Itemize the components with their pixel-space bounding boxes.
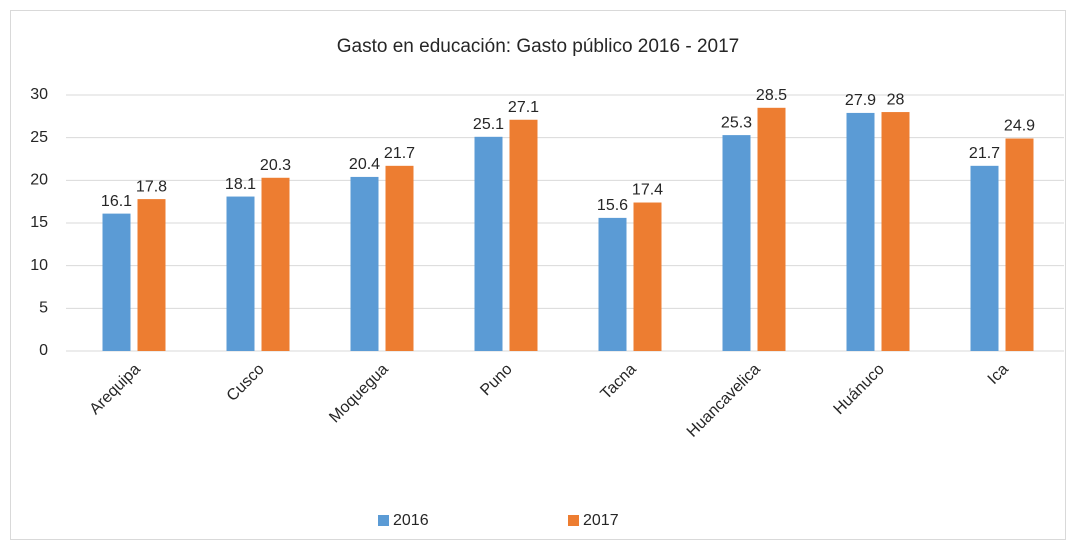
bar bbox=[1005, 138, 1034, 351]
bar bbox=[350, 176, 379, 351]
bar bbox=[102, 213, 131, 351]
bar bbox=[881, 112, 910, 351]
data-label: 27.9 bbox=[845, 92, 876, 109]
data-label: 27.1 bbox=[508, 99, 539, 116]
legend-swatch bbox=[568, 515, 579, 526]
bar bbox=[385, 165, 414, 351]
data-label: 16.1 bbox=[101, 193, 132, 210]
bar bbox=[137, 199, 166, 351]
legend-swatch bbox=[378, 515, 389, 526]
data-label: 25.3 bbox=[721, 114, 752, 131]
bar bbox=[633, 202, 662, 351]
y-tick-label: 10 bbox=[30, 257, 48, 274]
data-label: 15.6 bbox=[597, 197, 628, 214]
chart-title: Gasto en educación: Gasto público 2016 -… bbox=[337, 36, 739, 57]
bar bbox=[598, 217, 627, 351]
data-label: 17.4 bbox=[632, 182, 663, 199]
y-tick-label: 0 bbox=[39, 342, 48, 359]
data-label: 21.7 bbox=[969, 145, 1000, 162]
bar bbox=[970, 165, 999, 351]
bar bbox=[509, 119, 538, 351]
y-tick-label: 25 bbox=[30, 129, 48, 146]
bar bbox=[474, 136, 503, 351]
y-tick-label: 30 bbox=[30, 86, 48, 103]
bar bbox=[226, 196, 255, 351]
y-tick-label: 15 bbox=[30, 214, 48, 231]
bar bbox=[261, 177, 290, 351]
data-label: 28 bbox=[887, 91, 905, 108]
y-tick-label: 20 bbox=[30, 172, 48, 189]
data-label: 24.9 bbox=[1004, 118, 1035, 135]
legend-label: 2016 bbox=[393, 512, 429, 529]
bar bbox=[722, 135, 751, 351]
bar bbox=[846, 112, 875, 351]
data-label: 25.1 bbox=[473, 116, 504, 133]
data-label: 17.8 bbox=[136, 178, 167, 195]
data-label: 28.5 bbox=[756, 87, 787, 104]
data-label: 21.7 bbox=[384, 145, 415, 162]
bar bbox=[757, 107, 786, 351]
y-tick-label: 5 bbox=[39, 300, 48, 317]
data-label: 18.1 bbox=[225, 176, 256, 193]
data-label: 20.3 bbox=[260, 157, 291, 174]
legend-label: 2017 bbox=[583, 512, 619, 529]
data-label: 20.4 bbox=[349, 156, 380, 173]
